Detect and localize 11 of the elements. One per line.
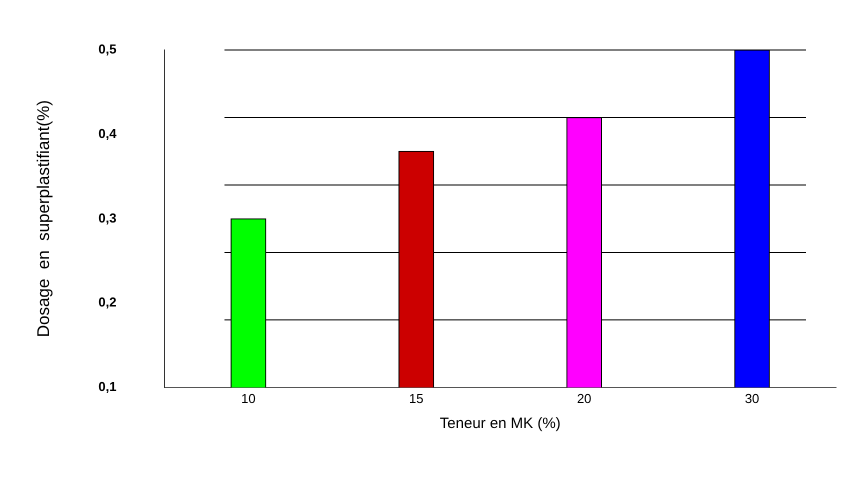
- x-tick-label: 20: [576, 390, 592, 406]
- y-tick-label: 0,1: [98, 378, 116, 394]
- y-tick-label: 0,5: [98, 42, 116, 57]
- y-axis-title: Dosage en superplastifiant(%): [34, 100, 53, 338]
- x-axis-title: Teneur en MK (%): [440, 415, 561, 432]
- y-tick-label: 0,2: [98, 294, 116, 310]
- x-tick-label: 10: [241, 390, 256, 406]
- y-tick-label: 0,4: [98, 126, 118, 141]
- y-tick-label: 0,3: [98, 210, 116, 226]
- x-tick-label: 15: [409, 390, 424, 406]
- x-tick-label: 30: [744, 390, 760, 406]
